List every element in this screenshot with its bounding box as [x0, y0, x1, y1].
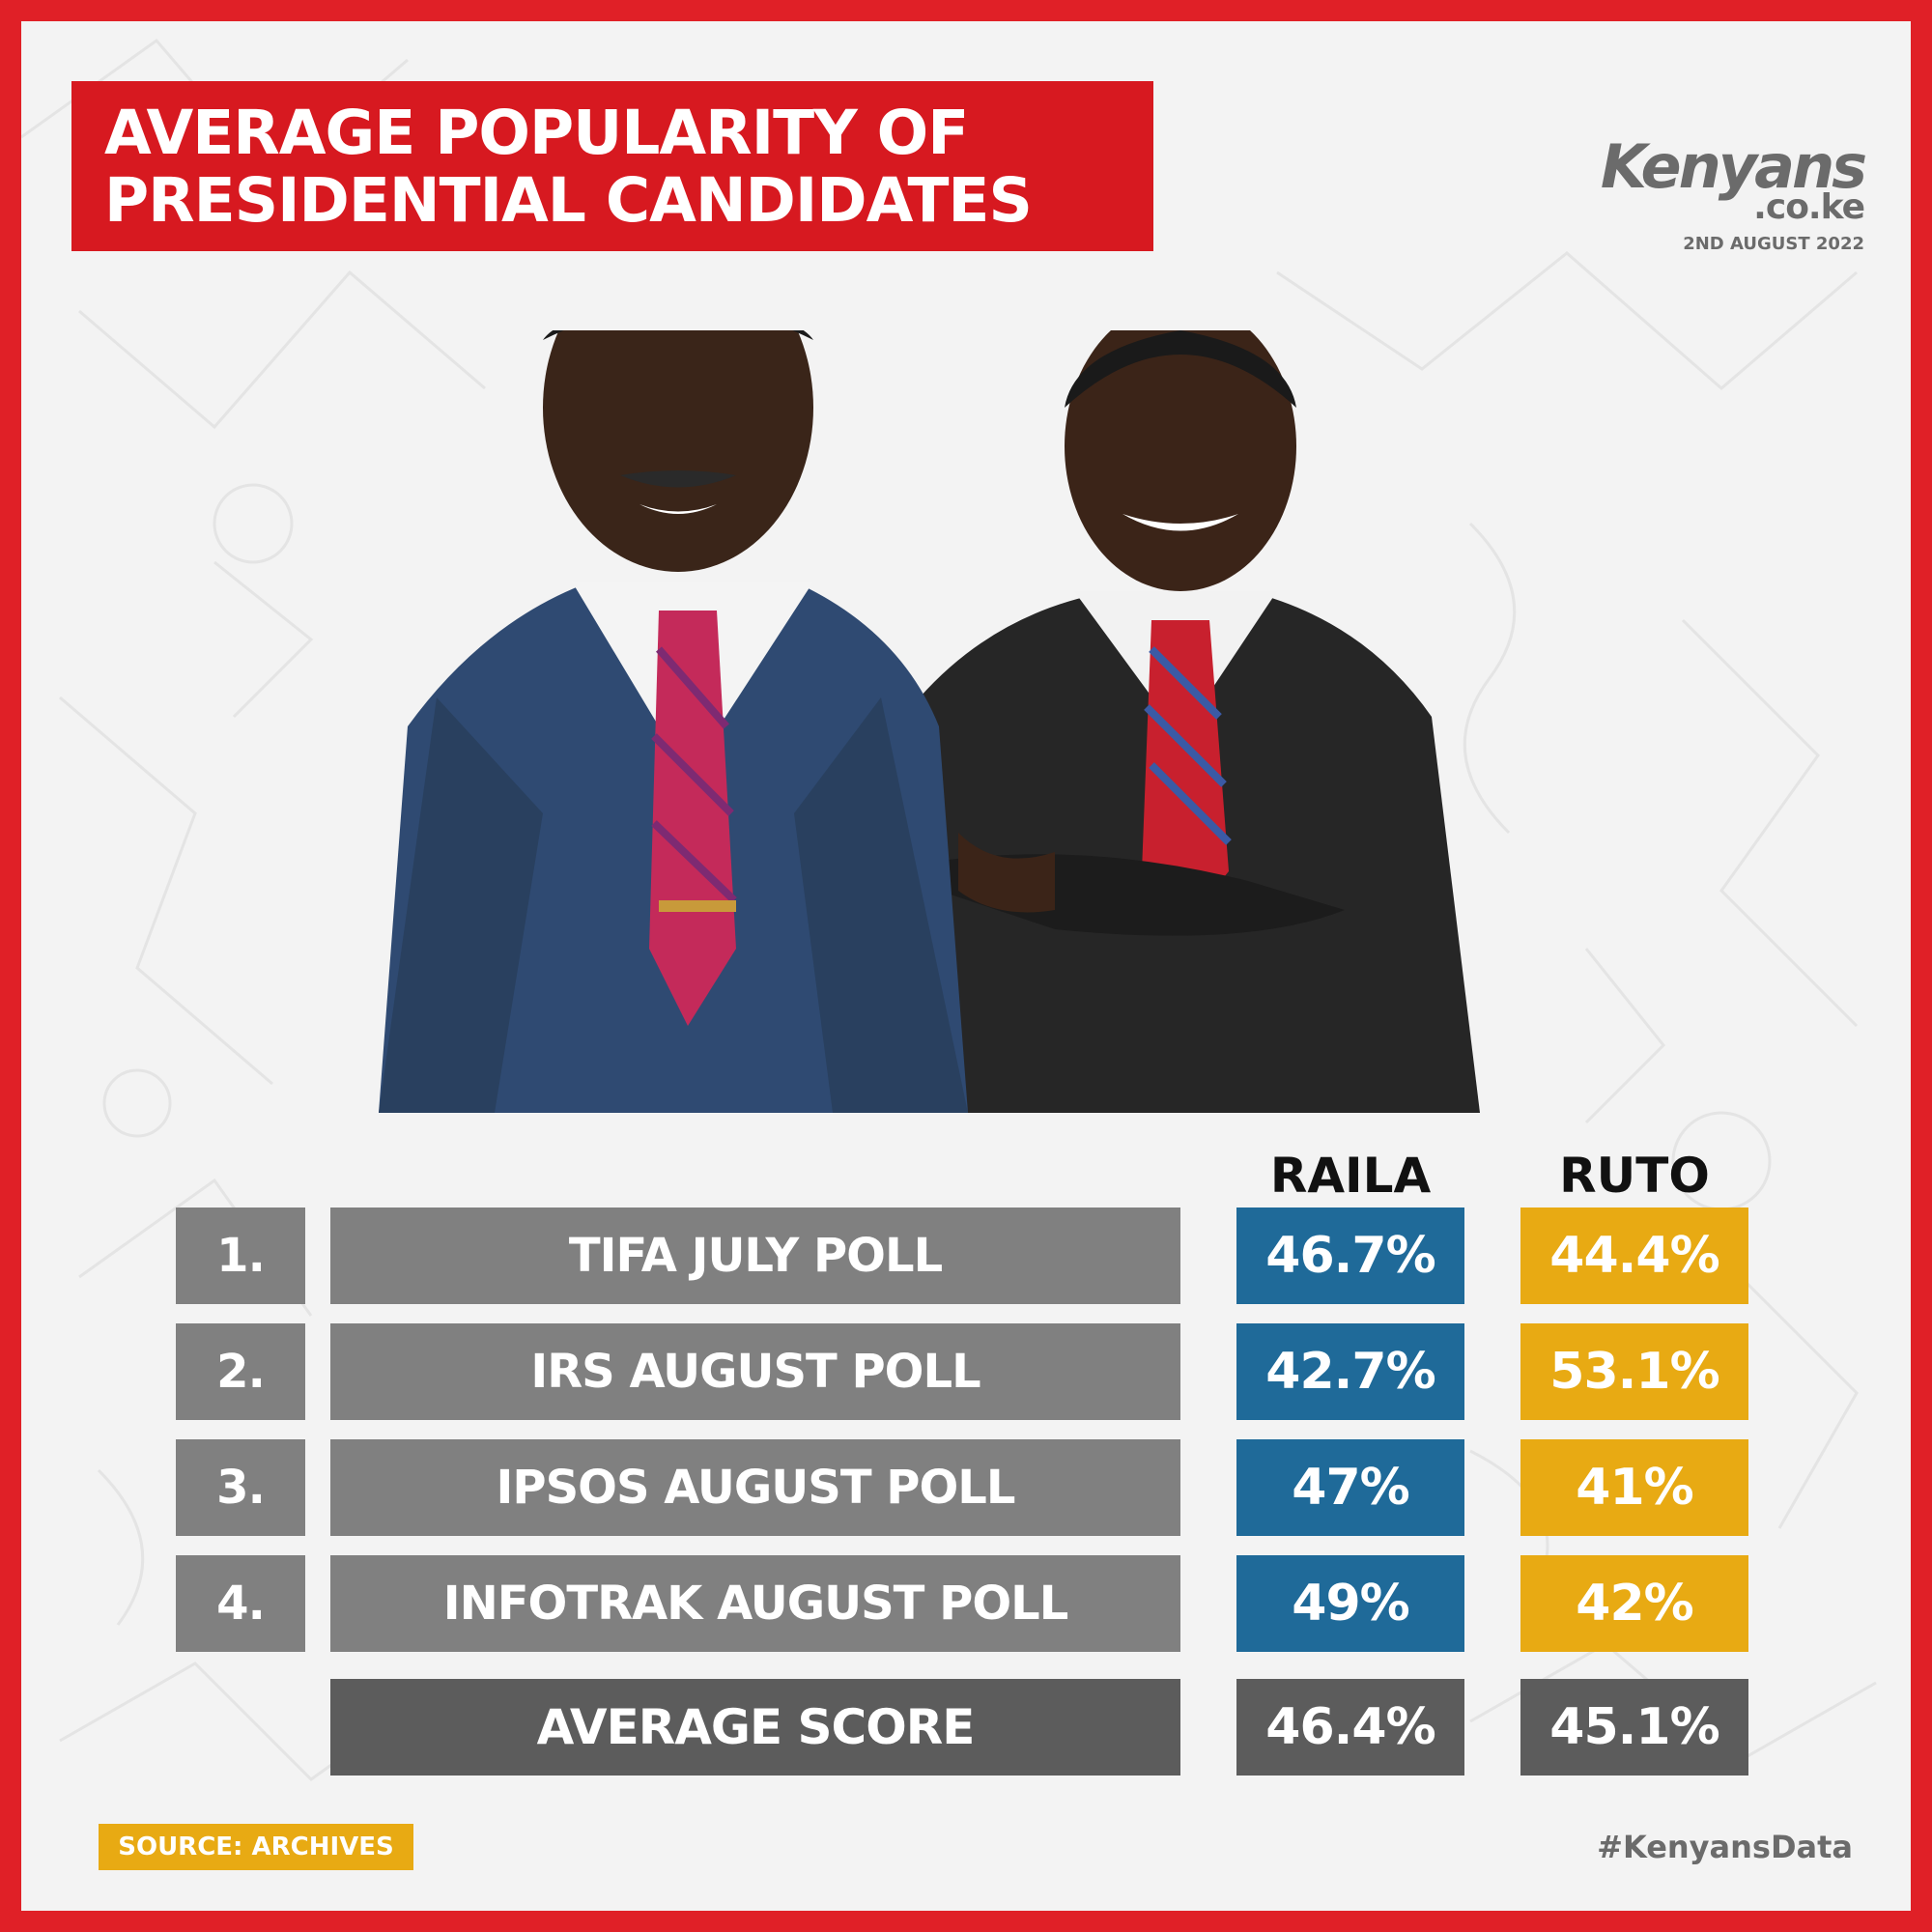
- chart-title-line-1: AVERAGE POPULARITY OF: [104, 98, 969, 168]
- hashtag: #KenyansData: [1597, 1829, 1853, 1865]
- poll-name: TIFA JULY POLL: [330, 1208, 1180, 1304]
- raila-value: 49%: [1236, 1555, 1464, 1652]
- row-number: 2.: [176, 1323, 305, 1420]
- title-banner: AVERAGE POPULARITY OF PRESIDENTIAL CANDI…: [71, 81, 1153, 251]
- logo-domain: .co.ke: [1753, 187, 1865, 227]
- poll-name: IPSOS AUGUST POLL: [330, 1439, 1180, 1536]
- ruto-value: 41%: [1520, 1439, 1748, 1536]
- row-number: 3.: [176, 1439, 305, 1536]
- ruto-average: 45.1%: [1520, 1679, 1748, 1776]
- row-number: 4.: [176, 1555, 305, 1652]
- chart-title-line-2: PRESIDENTIAL CANDIDATES: [104, 165, 1033, 236]
- poll-name: IRS AUGUST POLL: [330, 1323, 1180, 1420]
- source-badge: SOURCE: ARCHIVES: [99, 1824, 413, 1870]
- kenyans-logo: Kenyans .co.ke 2ND AUGUST 2022: [1555, 131, 1867, 257]
- raila-value: 47%: [1236, 1439, 1464, 1536]
- ruto-photo: [881, 330, 1480, 1113]
- candidate-photos: [379, 330, 1480, 1113]
- infographic-panel: AVERAGE POPULARITY OF PRESIDENTIAL CANDI…: [21, 21, 1911, 1911]
- raila-photo: [379, 330, 968, 1113]
- row-number: 1.: [176, 1208, 305, 1304]
- ruto-value: 42%: [1520, 1555, 1748, 1652]
- ruto-value: 53.1%: [1520, 1323, 1748, 1420]
- raila-value: 42.7%: [1236, 1323, 1464, 1420]
- logo-name: Kenyans: [1600, 131, 1867, 202]
- column-header-raila: RAILA: [1269, 1148, 1432, 1204]
- raila-value: 46.7%: [1236, 1208, 1464, 1304]
- average-label: AVERAGE SCORE: [330, 1679, 1180, 1776]
- poll-name: INFOTRAK AUGUST POLL: [330, 1555, 1180, 1652]
- publish-date: 2ND AUGUST 2022: [1683, 234, 1864, 254]
- column-header-ruto: RUTO: [1559, 1148, 1710, 1204]
- ruto-value: 44.4%: [1520, 1208, 1748, 1304]
- raila-average: 46.4%: [1236, 1679, 1464, 1776]
